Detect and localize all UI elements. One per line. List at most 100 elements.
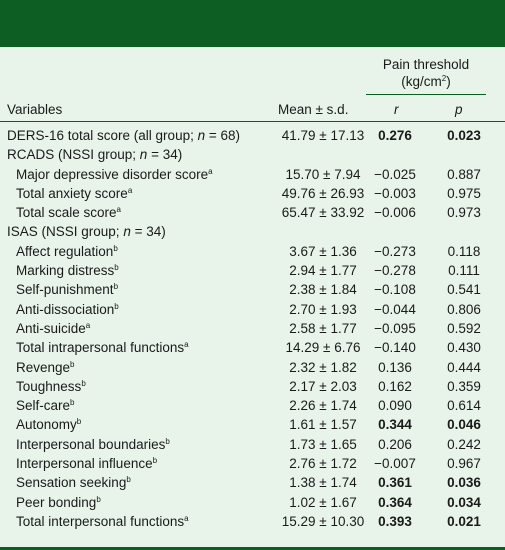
row-variable-label: Interpersonal influenceb <box>16 456 158 472</box>
footnote-marker: a <box>116 205 121 215</box>
row-variable-label: Total anxiety scorea <box>16 185 133 201</box>
footnote-marker: b <box>113 243 118 253</box>
table-row: Total intrapersonal functionsa 14.29 ± 6.… <box>0 338 505 357</box>
row-p-value: 0.887 <box>447 166 481 182</box>
table-row: ISAS (NSSI group; n = 34) <box>0 222 505 241</box>
row-r-value: 0.364 <box>378 494 412 510</box>
row-r-value: 0.344 <box>378 417 412 433</box>
row-variable-label: Self-punishmentb <box>16 282 119 298</box>
row-p-value: 0.444 <box>447 359 481 375</box>
row-variable-label: Total interpersonal functionsa <box>16 513 189 529</box>
footnote-marker: a <box>184 340 189 350</box>
row-r-value: 0.206 <box>378 436 412 452</box>
row-p-value: 0.973 <box>447 205 481 221</box>
row-mean-sd: 2.26 ± 1.74 <box>289 398 357 414</box>
footnote-marker: b <box>165 436 170 446</box>
header-divider <box>0 121 505 122</box>
column-header-r: r <box>394 102 399 117</box>
row-variable-label: DERS-16 total score (all group; n = 68) <box>7 128 241 143</box>
row-mean-sd: 15.70 ± 7.94 <box>285 166 361 182</box>
row-mean-sd: 41.79 ± 17.13 <box>281 128 365 143</box>
row-p-value: 0.430 <box>447 340 481 356</box>
table-row: RCADS (NSSI group; n = 34) <box>0 145 505 164</box>
row-variable-label: Self-careb <box>16 398 75 414</box>
row-p-value: 0.021 <box>447 513 481 529</box>
table-row: Total interpersonal functionsa 15.29 ± 10… <box>0 512 505 531</box>
row-r-value: 0.361 <box>378 475 412 491</box>
row-p-value: 0.036 <box>447 475 481 491</box>
row-p-value: 0.541 <box>447 282 481 298</box>
column-header-mean: Mean ± s.d. <box>278 102 349 117</box>
row-r-value: −0.108 <box>374 282 416 298</box>
row-sample-size: n = 34) <box>123 224 166 240</box>
table-row: Major depressive disorder scorea 15.70 ± … <box>0 165 505 184</box>
table-row: Total anxiety scorea 49.76 ± 26.93 −0.003 0… <box>0 184 505 203</box>
row-mean-sd: 2.32 ± 1.82 <box>289 359 357 375</box>
row-p-value: 0.614 <box>447 398 481 414</box>
row-variable-label: Anti-dissociationb <box>16 301 119 317</box>
row-variable-label: Sensation seekingb <box>16 475 131 491</box>
footnote-marker: b <box>152 456 158 466</box>
row-p-value: 0.806 <box>447 301 481 317</box>
table-row: Interpersonal influenceb 2.76 ± 1.72 −0.00… <box>0 454 505 473</box>
row-r-value: −0.273 <box>374 243 416 259</box>
row-r-value: −0.025 <box>374 166 416 182</box>
row-p-value: 0.975 <box>447 185 481 201</box>
row-r-value: 0.090 <box>378 398 412 414</box>
column-header-p: p <box>455 102 463 117</box>
row-mean-sd: 2.94 ± 1.77 <box>289 263 357 279</box>
footnote-marker: b <box>81 378 86 388</box>
table-row: Autonomyb 1.61 ± 1.57 0.344 0.046 <box>0 415 505 434</box>
table-row: Total scale scorea 65.47 ± 33.92 −0.006 0.9… <box>0 203 505 222</box>
table-row: Peer bondingb 1.02 ± 1.67 0.364 0.034 <box>0 493 505 512</box>
table-row: Interpersonal boundariesb 1.73 ± 1.65 0.20… <box>0 435 505 454</box>
table-body: DERS-16 total score (all group; n = 68) 4… <box>0 126 505 531</box>
row-mean-sd: 2.38 ± 1.84 <box>289 282 357 298</box>
row-r-value: −0.278 <box>374 263 416 279</box>
table-row: Self-punishmentb 2.38 ± 1.84 −0.108 0.541 <box>0 280 505 299</box>
row-mean-sd: 1.38 ± 1.74 <box>289 475 357 491</box>
table-row: DERS-16 total score (all group; n = 68) 4… <box>0 126 505 145</box>
row-r-value: −0.044 <box>374 301 416 317</box>
row-mean-sd: 49.76 ± 26.93 <box>281 185 365 201</box>
footnote-marker: a <box>127 185 133 195</box>
row-p-value: 0.023 <box>447 128 481 143</box>
row-r-value: −0.007 <box>374 456 416 472</box>
row-variable-label: ISAS (NSSI group; n = 34) <box>7 224 166 240</box>
table-row: Marking distressb 2.94 ± 1.77 −0.278 0.111 <box>0 261 505 280</box>
table-header-bar <box>0 0 505 47</box>
footnote-marker: b <box>114 263 119 273</box>
row-variable-label: Interpersonal boundariesb <box>16 436 170 452</box>
footnote-marker: b <box>126 475 131 485</box>
row-r-value: −0.140 <box>374 340 416 356</box>
pain-threshold-unit: (kg/cm2) <box>401 74 451 89</box>
row-p-value: 0.967 <box>447 456 481 472</box>
row-p-value: 0.034 <box>447 494 481 510</box>
table-row: Affect regulationb 3.67 ± 1.36 −0.273 0.118 <box>0 242 505 261</box>
row-variable-label: Total intrapersonal functionsa <box>16 340 189 356</box>
table-row: Anti-suicidea 2.58 ± 1.77 −0.095 0.592 <box>0 319 505 338</box>
table-row: Revengeb 2.32 ± 1.82 0.136 0.444 <box>0 358 505 377</box>
table-row: Anti-dissociationb 2.70 ± 1.93 −0.044 0.806 <box>0 300 505 319</box>
row-variable-label: Total scale scorea <box>16 205 121 221</box>
row-variable-label: Affect regulationb <box>16 243 118 259</box>
footnote-marker: b <box>114 301 119 311</box>
row-r-value: 0.393 <box>378 513 412 529</box>
pain-threshold-header: Pain threshold (kg/cm2) <box>366 56 486 90</box>
table-bottom-rule <box>0 547 505 550</box>
row-mean-sd: 3.67 ± 1.36 <box>289 243 357 259</box>
row-mean-sd: 14.29 ± 6.76 <box>285 340 361 356</box>
row-r-value: 0.276 <box>378 128 412 143</box>
row-p-value: 0.592 <box>447 320 481 336</box>
row-variable-label: RCADS (NSSI group; n = 34) <box>7 147 183 163</box>
footnote-marker: b <box>96 494 101 504</box>
table-row: Self-careb 2.26 ± 1.74 0.090 0.614 <box>0 396 505 415</box>
row-p-value: 0.118 <box>447 243 481 259</box>
footnote-marker: b <box>76 417 82 427</box>
footnote-marker: b <box>70 359 75 369</box>
table-row: Sensation seekingb 1.38 ± 1.74 0.361 0.036 <box>0 473 505 492</box>
table-row: Toughnessb 2.17 ± 2.03 0.162 0.359 <box>0 377 505 396</box>
footnote-marker: a <box>85 320 91 330</box>
footnote-marker: b <box>70 398 75 408</box>
